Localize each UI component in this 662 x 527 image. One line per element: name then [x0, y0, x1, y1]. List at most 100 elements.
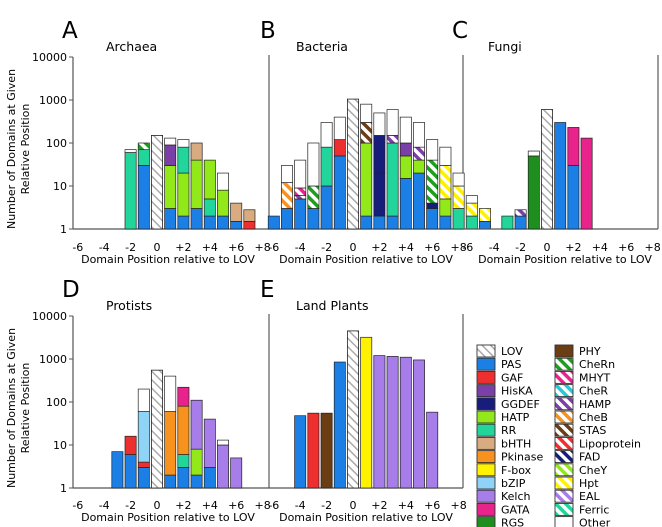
bar-segment-pas [439, 215, 452, 230]
legend-label: bHTH [501, 437, 531, 450]
bar-segment-pas [177, 467, 190, 489]
bar-stack [567, 127, 580, 230]
bar-segment-pas [190, 208, 203, 230]
panel-d: D Protists 1 10 100 1000 10000 -6 -4 -2 0 +2 +4 +6 +8 [32, 277, 271, 512]
bar-segment-bhth [243, 209, 256, 222]
bar-segment-chern [426, 159, 439, 204]
bar-stack [294, 159, 307, 230]
x-tick-label: -2 [125, 241, 136, 254]
y-tick-label: 10000 [32, 310, 67, 323]
panel-letter: B [260, 18, 276, 44]
x-tick-label: +6 [228, 499, 244, 512]
panel-title: Protists [106, 298, 152, 313]
bar-segment-other [137, 388, 150, 412]
bar-segment-hamp [294, 195, 307, 200]
bar-stack [399, 356, 412, 489]
bar-segment-pas [230, 221, 243, 230]
bar-segment-pas [514, 215, 527, 230]
bar-segment-pas [294, 415, 307, 489]
bar-stack [267, 215, 280, 230]
legend-item-hiska: HisKA [476, 384, 533, 398]
bar-segment-other [399, 116, 412, 144]
x-tick-label: -4 [295, 499, 306, 512]
legend-swatch [554, 502, 574, 516]
bar-segment-stas [360, 122, 373, 144]
bar-segment-hatp [217, 189, 229, 217]
bar-stack [190, 399, 203, 489]
legend-item-eal: EAL [554, 489, 600, 503]
legend-label: MHYT [579, 371, 610, 384]
legend-swatch [476, 344, 496, 358]
x-tick-label: +8 [644, 241, 660, 254]
x-tick-label: -4 [99, 499, 110, 512]
legend-label: Other [579, 517, 611, 527]
bar-stack [281, 165, 293, 230]
legend-item-rgs: RGS [476, 516, 524, 527]
legend-label: HisKA [501, 385, 533, 398]
legend-label: GGDEF [501, 398, 540, 411]
bar-segment-kelch [386, 356, 399, 489]
bar-segment-rr [137, 149, 150, 166]
x-tick-label: +8 [254, 499, 270, 512]
bar-stack [452, 172, 465, 230]
bar-stack [580, 137, 593, 230]
legend-swatch [476, 357, 496, 371]
x-tick-label: -6 [72, 241, 83, 254]
bar-segment-other [360, 103, 373, 123]
legend-label: Lipoprotein [579, 437, 641, 450]
bar-segment-pas [426, 208, 439, 230]
bar-stack [333, 361, 346, 489]
panel-title: Land Plants [296, 298, 368, 313]
x-tick-label: -2 [321, 241, 332, 254]
bar-segment-hatp [439, 198, 452, 217]
bar-segment-pas [399, 178, 412, 230]
x-tick-label: +6 [424, 241, 440, 254]
legend-swatch [476, 463, 496, 477]
bar-segment-pas [190, 474, 203, 489]
bar-segment-other [164, 137, 177, 146]
bar-segment-other [465, 195, 478, 204]
bar-stack [320, 412, 333, 489]
bar-stack [501, 215, 514, 230]
bar-stack [137, 142, 150, 230]
legend-label: HAMP [579, 398, 611, 411]
bar-segment-other [320, 122, 333, 148]
panel-e: E Land Plants -6 -4 -2 0 +2 +4 +6 +8 [260, 277, 467, 512]
x-tick-label: -4 [295, 241, 306, 254]
bar-segment-hpt [479, 208, 491, 222]
legend-swatch [476, 370, 496, 384]
bar-segment-bhth [230, 202, 243, 222]
bar-stack [479, 208, 491, 230]
y-axis-label-bottom-line1: Number of Domains at Given [5, 328, 18, 488]
bar-segment-mhyt [294, 187, 307, 196]
bar-segment-pkinase [177, 405, 190, 455]
bar-segment-rr [386, 142, 399, 217]
bar-stack [386, 109, 399, 230]
x-tick-label: +4 [398, 499, 414, 512]
legend-label: GATA [501, 503, 530, 516]
panel-title: Archaea [106, 39, 157, 54]
legend-item-gaf: GAF [476, 370, 523, 384]
legend-swatch [554, 344, 574, 358]
bar-segment-other [386, 109, 399, 136]
x-tick-label: +6 [618, 241, 634, 254]
legend-item-lov: LOV [476, 344, 523, 358]
bar-segment-pas [137, 467, 150, 489]
bar-segment-chern [137, 142, 150, 151]
legend-swatch [476, 423, 496, 437]
bar-stack [426, 139, 439, 230]
x-tick-label: 0 [350, 241, 357, 254]
bar-lov [346, 98, 359, 230]
legend-item-chey: CheY [554, 463, 607, 477]
bar-segment-other [373, 112, 386, 136]
bar-segment-kelch [203, 418, 216, 468]
bar-stack [124, 435, 137, 489]
bar-segment-pas [386, 215, 399, 230]
legend-label: bZIP [501, 477, 526, 490]
bar-segment-hamp [413, 146, 425, 161]
legend-item-hamp: HAMP [554, 397, 611, 411]
bar-segment-pas [360, 215, 373, 230]
legend-item-other: Other [554, 516, 611, 527]
x-tick-label: +8 [254, 241, 270, 254]
